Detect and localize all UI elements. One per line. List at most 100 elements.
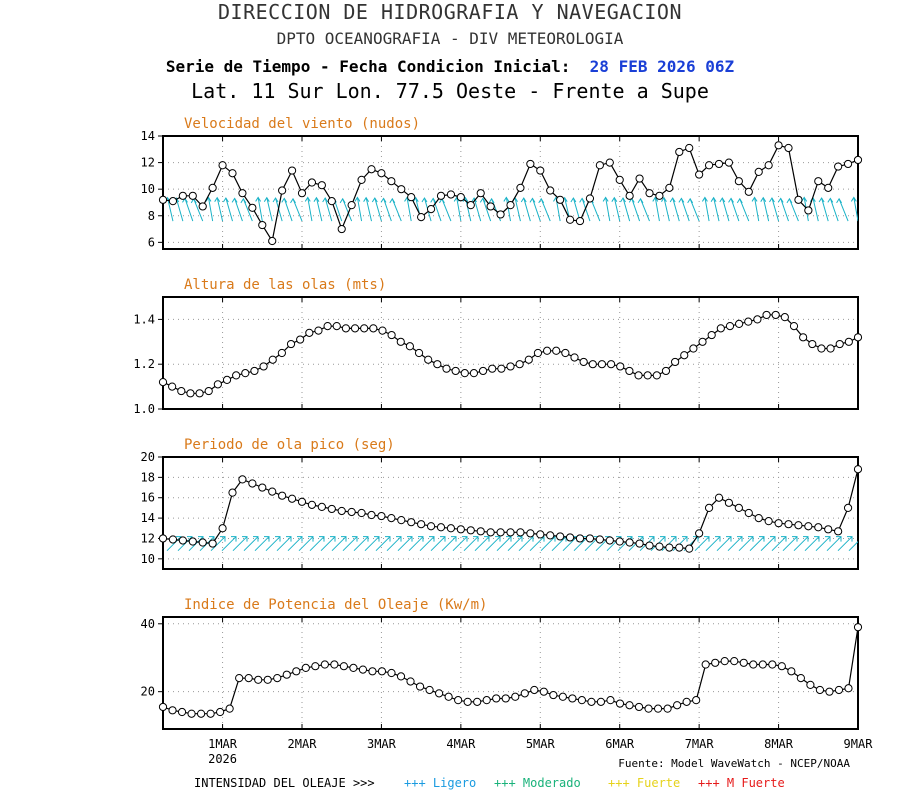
data-point-3-10: [254, 675, 263, 684]
wind-arrow: [307, 197, 313, 222]
data-point-3-44: [577, 696, 587, 705]
data-point-3-39: [530, 685, 539, 695]
data-point-3-24: [387, 668, 396, 678]
wind-arrow: [283, 198, 293, 222]
data-point-2-28: [436, 523, 446, 532]
wave-arrow: [793, 536, 809, 552]
data-point-0-21: [367, 165, 376, 174]
wind-arrow-head: [222, 197, 229, 203]
wind-arrow-head: [503, 196, 510, 202]
data-point-0-9: [248, 203, 257, 212]
wind-arrow: [441, 198, 452, 222]
wave-arrow: [474, 536, 490, 552]
wind-arrow-head: [669, 197, 676, 203]
data-point-1-56: [671, 357, 680, 367]
data-point-0-56: [714, 159, 724, 169]
series-group-3: [163, 627, 858, 715]
data-point-0-51: [665, 183, 674, 192]
data-point-3-72: [844, 684, 853, 693]
data-point-0-48: [635, 174, 644, 183]
data-point-1-6: [213, 380, 222, 389]
data-point-2-53: [685, 544, 694, 553]
series-line-0: [163, 144, 858, 243]
data-point-0-53: [685, 143, 694, 153]
data-point-1-42: [542, 346, 552, 355]
data-point-3-17: [320, 660, 329, 669]
wave-arrow-head: [253, 536, 259, 542]
data-point-3-57: [701, 660, 710, 669]
wave-arrow-head: [385, 536, 391, 542]
data-point-3-33: [473, 697, 482, 706]
xtick-label-1: 2MAR: [288, 737, 318, 751]
series-line-1: [163, 314, 858, 394]
wind-arrow-head: [389, 197, 396, 204]
data-point-3-6: [216, 707, 225, 717]
data-point-2-2: [178, 536, 187, 545]
data-point-1-74: [835, 339, 844, 349]
data-point-1-10: [250, 366, 259, 376]
data-point-3-61: [739, 658, 748, 667]
wind-arrow: [780, 198, 789, 222]
data-point-3-55: [682, 697, 691, 706]
data-point-2-55: [704, 503, 714, 513]
source-note: Fuente: Model WaveWatch - NCEP/NOAA: [618, 757, 850, 770]
wind-arrow: [167, 197, 174, 222]
data-point-3-43: [568, 694, 577, 703]
wind-arrow-head: [751, 196, 758, 202]
wind-arrow-head: [637, 197, 644, 204]
wind-arrow-head: [570, 197, 577, 203]
legend-item-2: +++ Fuerte: [608, 776, 680, 790]
series-group-0: [163, 144, 858, 243]
wave-arrow: [364, 536, 380, 552]
wave-arrow: [694, 536, 710, 552]
wind-arrow: [523, 197, 531, 222]
data-point-3-49: [625, 701, 634, 710]
data-point-0-31: [466, 201, 475, 210]
wind-arrow-head: [471, 197, 478, 203]
wave-arrow-head: [781, 536, 787, 542]
data-point-1-69: [789, 322, 799, 331]
xtick-label-4: 5MAR: [526, 737, 556, 751]
data-point-2-68: [834, 527, 843, 536]
data-point-1-66: [762, 310, 771, 320]
wind-arrow: [739, 198, 750, 222]
wind-arrow-head: [290, 197, 296, 204]
xtick-label-7: 8MAR: [764, 737, 794, 751]
wind-arrow: [473, 197, 482, 222]
data-point-3-0: [158, 702, 168, 712]
data-point-0-3: [188, 191, 197, 200]
chart-title-0: Velocidad del viento (nudos): [184, 116, 420, 132]
data-point-3-59: [720, 657, 729, 666]
data-point-3-30: [444, 692, 453, 701]
wind-arrow: [713, 197, 720, 222]
wave-arrow-head: [715, 536, 721, 542]
wave-arrow-head: [396, 536, 402, 542]
wave-arrow: [705, 536, 721, 552]
data-point-3-38: [520, 689, 529, 698]
data-point-2-60: [754, 513, 763, 523]
wind-arrow-head: [827, 197, 834, 203]
wind-arrow: [631, 198, 641, 222]
data-point-2-56: [714, 493, 724, 502]
data-point-1-27: [405, 342, 415, 351]
data-point-0-49: [645, 189, 654, 198]
wind-arrow: [540, 198, 551, 222]
data-point-1-76: [853, 333, 863, 342]
wave-arrow: [243, 536, 259, 552]
data-point-0-46: [615, 175, 624, 184]
data-point-1-43: [552, 346, 561, 355]
wind-arrow-head: [371, 197, 378, 203]
wave-arrow: [210, 536, 226, 552]
wind-arrow: [242, 198, 253, 222]
wind-arrow: [383, 198, 392, 222]
data-point-3-71: [834, 685, 844, 695]
data-point-1-15: [296, 335, 305, 344]
data-point-2-15: [307, 500, 317, 509]
wind-arrow: [771, 197, 780, 222]
data-point-0-43: [585, 194, 595, 203]
wave-arrow-head: [330, 536, 336, 542]
data-point-2-12: [278, 491, 287, 500]
data-point-1-24: [378, 326, 387, 335]
series-group-1: [163, 314, 858, 394]
wind-arrow-head: [488, 197, 495, 204]
